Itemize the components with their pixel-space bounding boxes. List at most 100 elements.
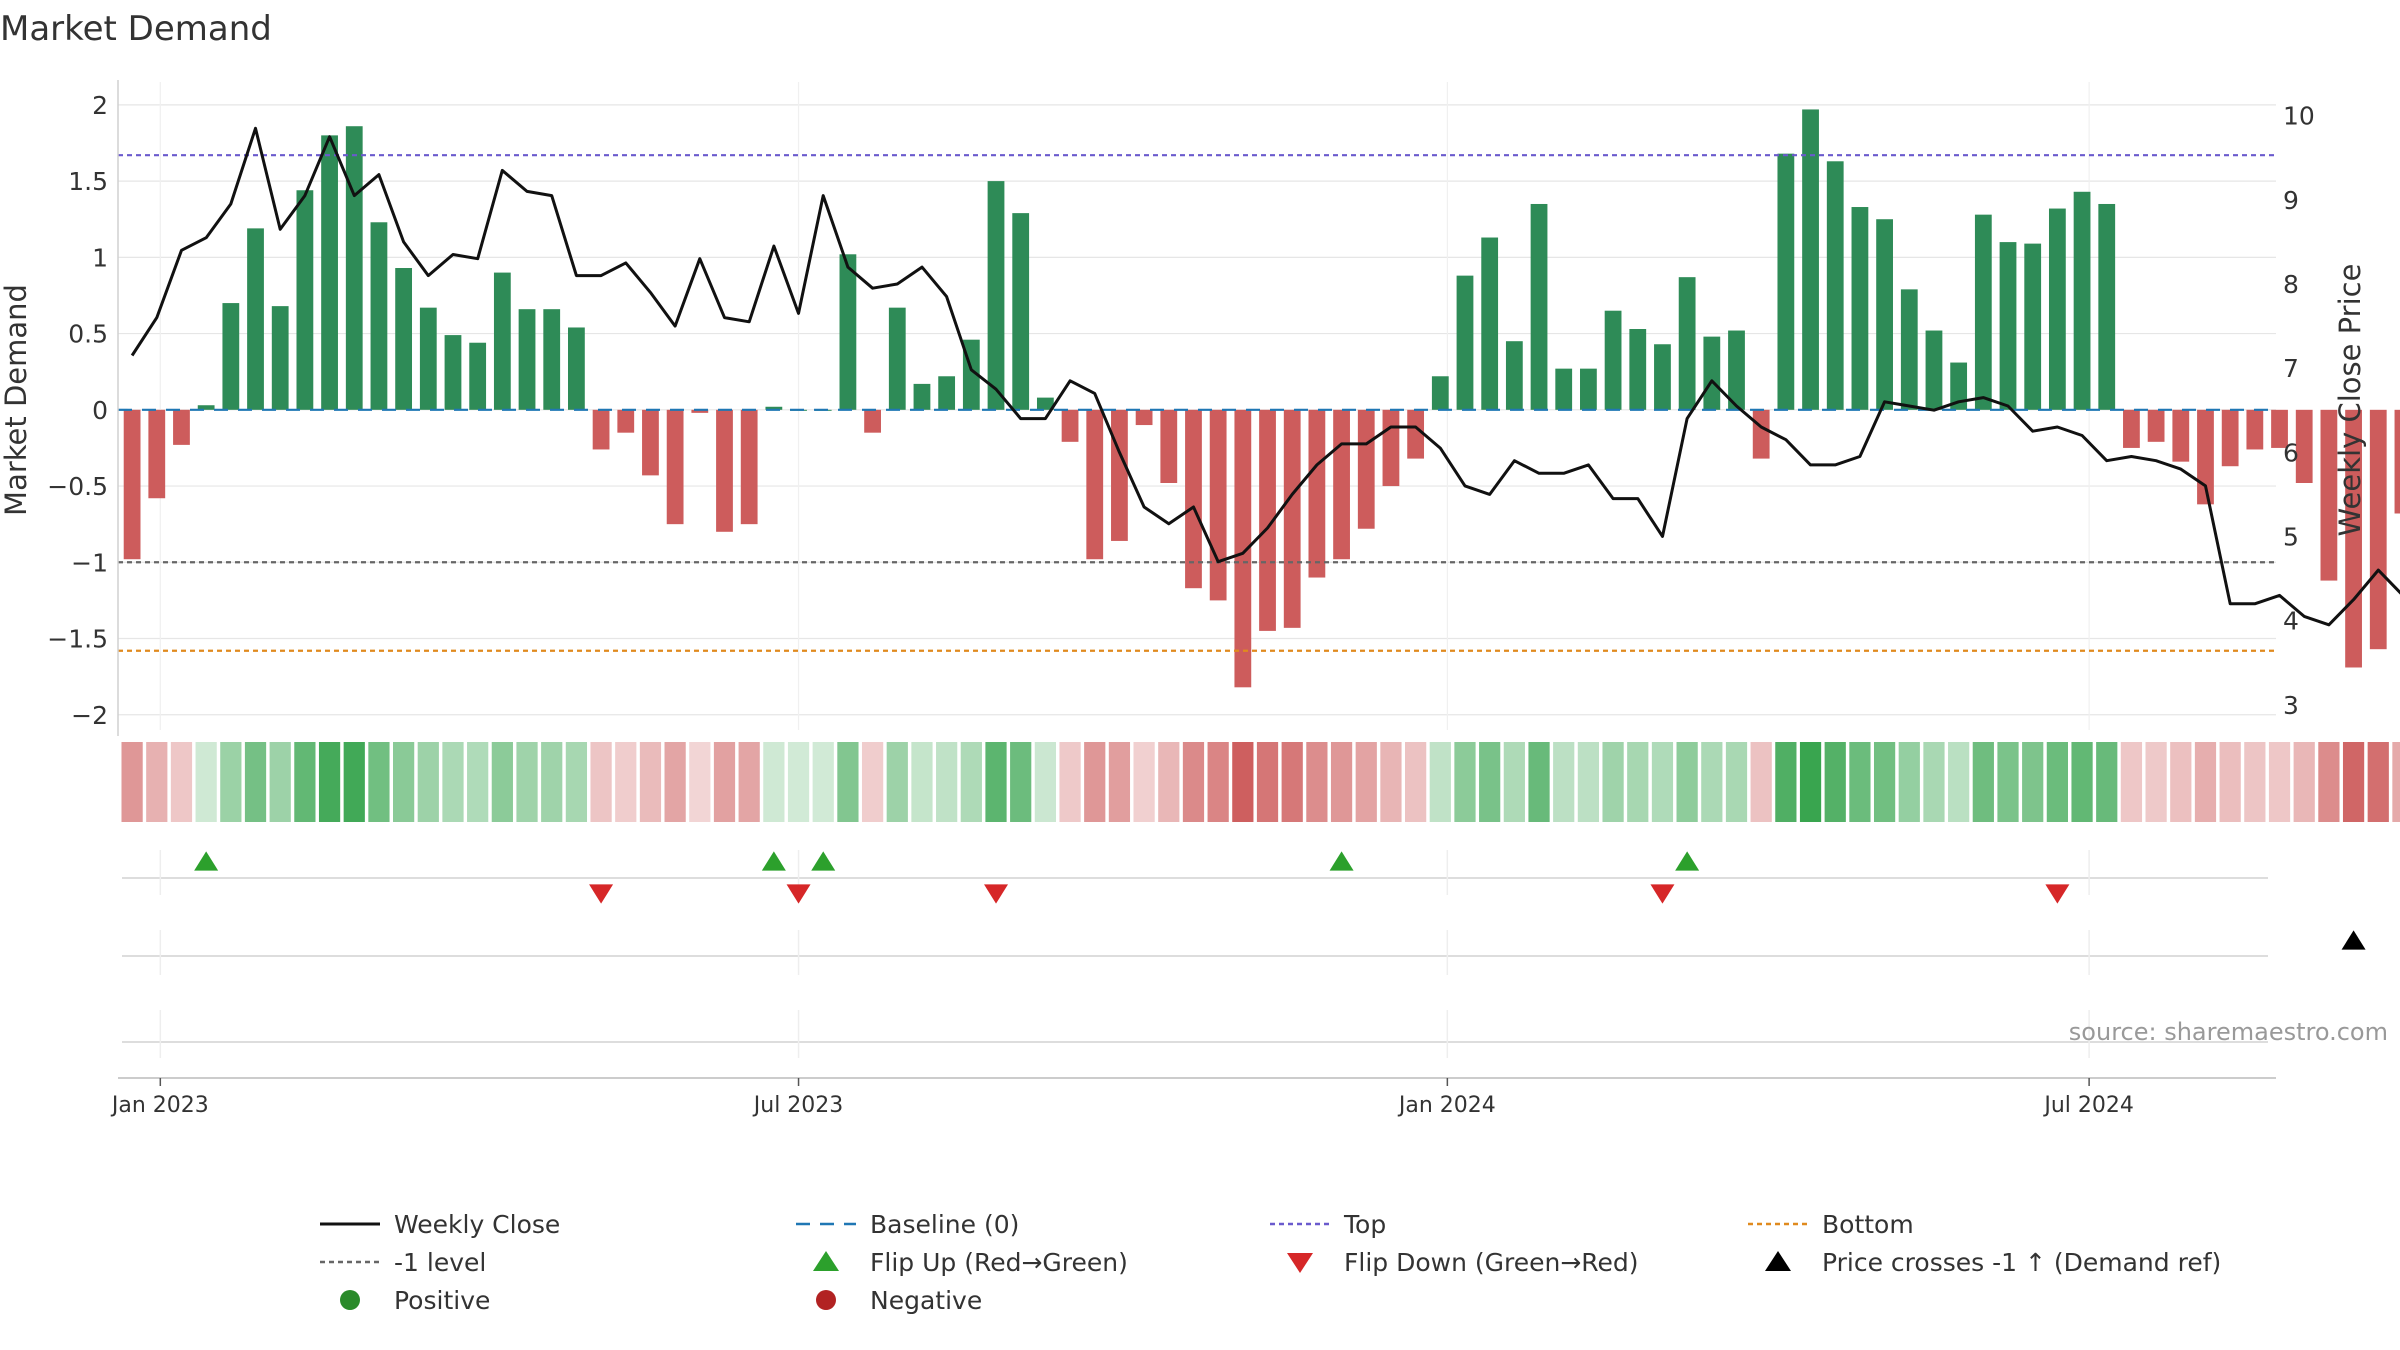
demand-bar [1333,409,1350,560]
demand-bar [2394,409,2400,514]
heat-strip-cell [1972,742,1994,822]
heat-strip-cell [689,742,711,822]
demand-bar [1654,344,1671,410]
price-line-layer [130,126,2400,627]
demand-bar [2098,203,2116,410]
demand-bar [543,309,561,410]
heat-strip-cell [294,742,316,822]
demand-bar [1950,362,1968,410]
demand-bar [1826,161,1844,410]
heat-strip-cell [1281,742,1303,822]
heat-strip-cell [467,742,489,822]
demand-bar [617,409,635,433]
y-tick-label-left: −0.5 [47,472,108,501]
heat-strip-cell [1405,742,1427,822]
demand-bar [839,254,857,410]
heat-strip-cell [713,742,736,822]
demand-bar [1259,409,1276,631]
demand-bar [1481,237,1499,410]
demand-bar [938,376,956,410]
signal-panels [122,850,2366,1058]
heat-strip-cell [1725,742,1748,822]
heat-strip-cell [1454,742,1476,822]
heat-strip-cell [565,742,588,822]
heat-strip-cell [1034,742,1056,822]
flip-up-marker [761,851,786,871]
legend-item-minus_one: -1 level [320,1248,486,1277]
legend-label: Positive [394,1286,490,1315]
legend-label: Negative [870,1286,982,1315]
demand-bar [642,409,659,476]
x-tick-label: Jan 2024 [1397,1093,1496,1118]
heat-strip-cell [1306,742,1328,822]
legend-item-baseline: Baseline (0) [796,1210,1019,1239]
heat-strip-cell [1528,742,1550,822]
heat-strip-cell [886,742,908,822]
demand-bar [2024,243,2042,410]
legend-label: Flip Down (Green→Red) [1344,1248,1639,1277]
demand-bar [1036,397,1054,410]
heat-strip-cell [1873,742,1896,822]
flip-down-marker [786,884,811,904]
legend-label: Weekly Close [394,1210,560,1239]
heat-strip-cell [146,742,168,822]
heat-strip-cell [318,742,341,822]
y-tick-label-left: −2 [71,701,108,730]
heat-strip-cell [343,742,365,822]
y-tick-label-right: 10 [2283,102,2315,131]
flip-down-marker [2045,884,2070,904]
demand-bar [1777,153,1795,410]
heat-strip-cell [2071,742,2093,822]
y-tick-label-right: 8 [2283,270,2299,299]
demand-bar [1555,368,1573,410]
demand-bar [888,307,906,410]
flip-down-marker [984,884,1009,904]
price-line [130,126,2400,627]
heat-strip-cell [2318,742,2340,822]
legend-swatch-triangle-up [813,1251,839,1271]
heat-strip-cell [1898,742,1920,822]
demand-bar [2221,409,2239,467]
heat-strip-cell [2120,742,2143,822]
heat-strip-cell [911,742,933,822]
legend-swatch-circle [816,1290,836,1310]
y-tick-label-left: 0 [92,396,108,425]
legend-label: Flip Up (Red→Green) [870,1248,1128,1277]
axes-layer: 2 1.5 1 0.5 0 −0.5 −1 −1.5 −2 10 9 8 7 6 5 4 3 Jan 2023 Ju… [47,80,2315,1118]
demand-bar [1752,409,1770,459]
chart-title: Market Demand [0,9,272,49]
demand-bar [123,409,141,560]
demand-bar [1974,214,1992,410]
demand-bar [296,190,314,410]
demand-bar [518,309,536,410]
demand-bar [1308,409,1326,578]
heat-strip-cell [1602,742,1624,822]
demand-bar [913,383,931,410]
heat-strip-cell [1355,742,1377,822]
demand-bar [1357,409,1375,529]
demand-bar [2246,409,2264,450]
heat-strip-cell [516,742,538,822]
demand-bar [2048,208,2066,410]
demand-bar [1530,203,1548,410]
heat-strip-cell [1799,742,1822,822]
heat-strip-cell [541,742,563,822]
price-cross-marker [2341,930,2366,950]
heat-strip-cell [1330,742,1353,822]
heat-strip-cell [2170,742,2192,822]
heat-strip-cell [2392,742,2400,822]
heat-strip-cell [763,742,785,822]
x-tick-label: Jul 2023 [752,1093,844,1118]
legend-label: Bottom [1822,1210,1914,1239]
legend-item-flip_down: Flip Down (Green→Red) [1287,1248,1639,1277]
heat-strip-cell [491,742,513,822]
heat-strip-cell [2096,742,2118,822]
y-tick-label-right: 5 [2283,522,2299,551]
demand-bar [1802,109,1819,410]
demand-bar [1876,219,1893,410]
demand-bar [1283,409,1301,628]
legend-item-flip_up: Flip Up (Red→Green) [813,1248,1128,1277]
heat-strip-cell [244,742,267,822]
heat-strip-cell [1651,742,1674,822]
